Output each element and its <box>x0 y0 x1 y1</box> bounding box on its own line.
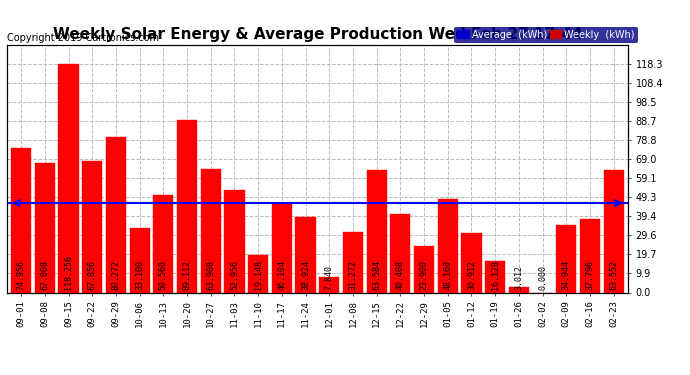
Bar <box>485 261 505 292</box>
Text: 46.104: 46.104 <box>277 260 286 290</box>
Bar <box>59 64 79 292</box>
Text: 40.408: 40.408 <box>396 260 405 290</box>
Text: 80.272: 80.272 <box>111 260 121 290</box>
Text: 23.900: 23.900 <box>420 260 428 290</box>
Bar <box>130 228 150 292</box>
Bar <box>272 203 292 292</box>
Text: 118.256: 118.256 <box>64 255 73 290</box>
Bar <box>509 286 529 292</box>
Bar <box>604 170 624 292</box>
Legend: Average  (kWh), Weekly  (kWh): Average (kWh), Weekly (kWh) <box>454 27 638 42</box>
Bar <box>201 169 221 292</box>
Text: 50.560: 50.560 <box>159 260 168 290</box>
Text: 63.908: 63.908 <box>206 260 215 290</box>
Text: 19.148: 19.148 <box>254 260 263 290</box>
Text: 7.840: 7.840 <box>325 265 334 290</box>
Bar <box>248 255 268 292</box>
Bar <box>319 278 339 292</box>
Text: 30.912: 30.912 <box>467 260 476 290</box>
Bar <box>556 225 576 292</box>
Bar <box>462 233 482 292</box>
Text: 74.956: 74.956 <box>17 260 26 290</box>
Text: 38.924: 38.924 <box>301 260 310 290</box>
Text: 89.112: 89.112 <box>183 260 192 290</box>
Text: 63.584: 63.584 <box>372 260 381 290</box>
Bar <box>11 148 31 292</box>
Text: 63.552: 63.552 <box>609 260 618 290</box>
Bar <box>295 217 315 292</box>
Text: 31.272: 31.272 <box>348 260 357 290</box>
Text: Copyright 2019 Cartronics.com: Copyright 2019 Cartronics.com <box>7 33 159 42</box>
Bar <box>391 214 411 292</box>
Text: 48.160: 48.160 <box>443 260 452 290</box>
Text: 16.128: 16.128 <box>491 260 500 290</box>
Text: 37.796: 37.796 <box>586 260 595 290</box>
Text: 52.956: 52.956 <box>230 260 239 290</box>
Text: 0.000: 0.000 <box>538 265 547 290</box>
Bar <box>580 219 600 292</box>
Text: 3.012: 3.012 <box>514 265 524 290</box>
Title: Weekly Solar Energy & Average Production Wed Feb 27 17:44: Weekly Solar Energy & Average Production… <box>52 27 582 42</box>
Bar <box>34 163 55 292</box>
Text: 67.008: 67.008 <box>40 260 49 290</box>
Text: 67.856: 67.856 <box>88 260 97 290</box>
Bar <box>177 120 197 292</box>
Bar <box>82 161 102 292</box>
Bar <box>414 246 434 292</box>
Bar <box>366 170 386 292</box>
Text: 34.944: 34.944 <box>562 260 571 290</box>
Bar <box>437 200 458 292</box>
Text: 33.100: 33.100 <box>135 260 144 290</box>
Bar <box>224 190 244 292</box>
Bar <box>153 195 173 292</box>
Bar <box>106 137 126 292</box>
Bar <box>343 232 363 292</box>
